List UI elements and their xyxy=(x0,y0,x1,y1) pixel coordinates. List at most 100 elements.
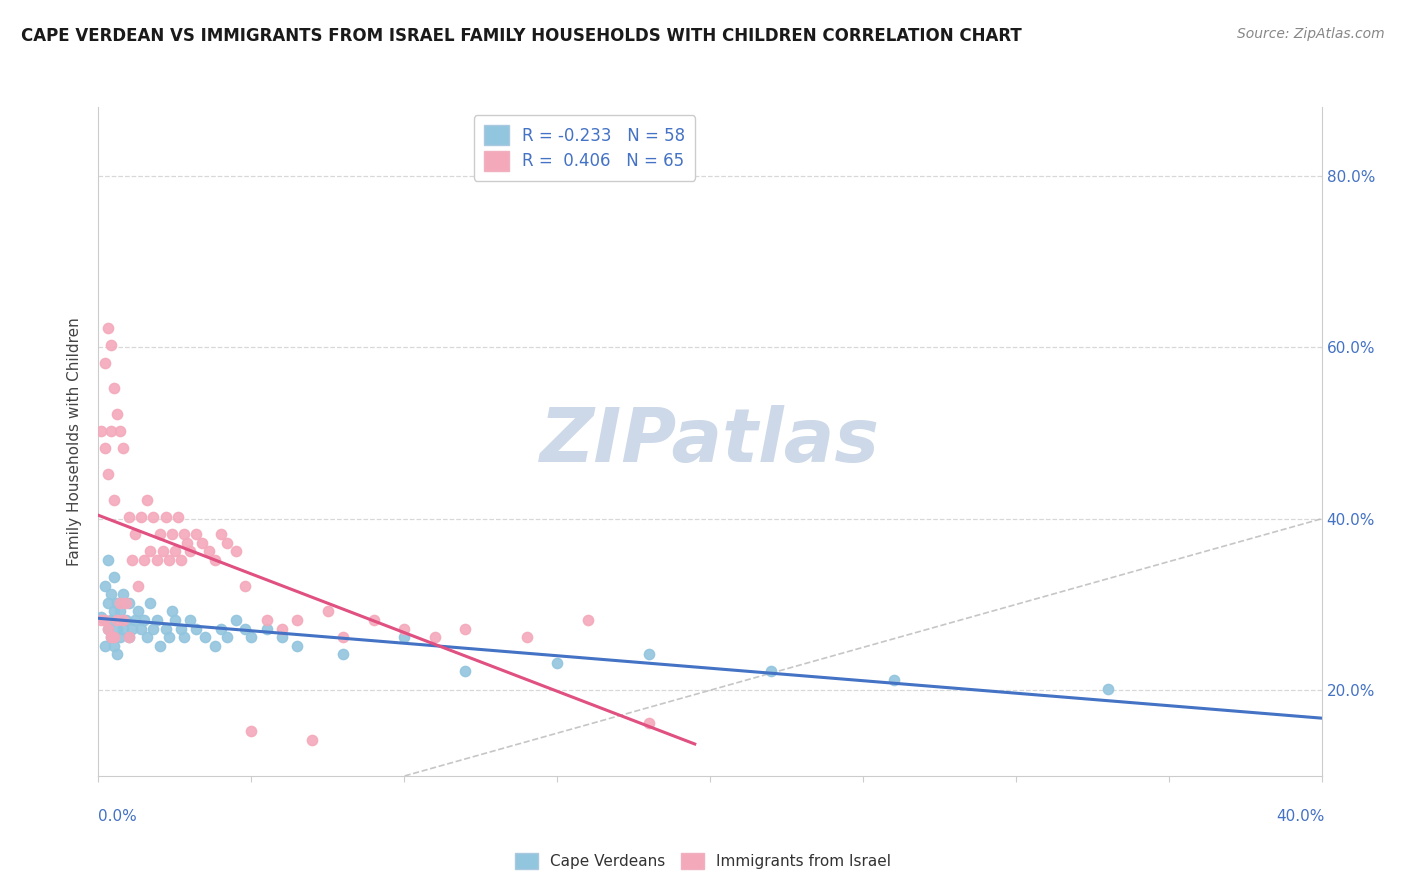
Point xyxy=(186,527,208,541)
Point xyxy=(392,630,416,644)
Point xyxy=(93,613,115,627)
Point xyxy=(209,527,232,541)
Point xyxy=(118,596,141,610)
Point xyxy=(145,553,167,567)
Point xyxy=(392,622,416,636)
Text: 40.0%: 40.0% xyxy=(1277,809,1324,823)
Point xyxy=(121,622,143,636)
Point xyxy=(186,622,208,636)
Point xyxy=(111,622,134,636)
Point xyxy=(103,381,125,395)
Point xyxy=(134,553,156,567)
Point xyxy=(225,613,247,627)
Point xyxy=(127,604,149,618)
Point xyxy=(759,665,782,679)
Point xyxy=(173,527,195,541)
Point xyxy=(105,407,128,421)
Point xyxy=(100,587,122,601)
Point xyxy=(163,613,186,627)
Point xyxy=(118,510,141,524)
Point xyxy=(127,579,149,593)
Y-axis label: Family Households with Children: Family Households with Children xyxy=(67,318,83,566)
Point xyxy=(240,630,263,644)
Point xyxy=(105,647,128,661)
Point xyxy=(105,613,128,627)
Point xyxy=(97,622,120,636)
Point xyxy=(103,630,125,644)
Point xyxy=(139,544,162,558)
Point xyxy=(152,544,174,558)
Point xyxy=(103,492,125,507)
Point xyxy=(93,356,115,370)
Point xyxy=(111,587,134,601)
Point xyxy=(576,613,599,627)
Point xyxy=(301,733,323,747)
Point xyxy=(105,622,128,636)
Point xyxy=(136,492,159,507)
Text: Source: ZipAtlas.com: Source: ZipAtlas.com xyxy=(1237,27,1385,41)
Point xyxy=(176,535,198,549)
Point xyxy=(90,610,112,624)
Point xyxy=(100,338,122,352)
Point xyxy=(97,321,120,335)
Point xyxy=(97,553,120,567)
Point xyxy=(316,604,339,618)
Point xyxy=(1097,681,1119,696)
Point xyxy=(160,604,183,618)
Point xyxy=(454,665,477,679)
Point xyxy=(115,596,138,610)
Point xyxy=(139,596,162,610)
Point xyxy=(546,656,568,670)
Point xyxy=(90,424,112,438)
Point xyxy=(93,639,115,653)
Point xyxy=(97,622,120,636)
Legend: R = -0.233   N = 58, R =  0.406   N = 65: R = -0.233 N = 58, R = 0.406 N = 65 xyxy=(474,115,695,180)
Point xyxy=(129,622,152,636)
Point xyxy=(256,622,278,636)
Point xyxy=(157,630,180,644)
Point xyxy=(100,613,122,627)
Point xyxy=(155,622,177,636)
Point xyxy=(233,622,256,636)
Point xyxy=(97,596,120,610)
Point xyxy=(149,527,172,541)
Point xyxy=(454,622,477,636)
Text: CAPE VERDEAN VS IMMIGRANTS FROM ISRAEL FAMILY HOUSEHOLDS WITH CHILDREN CORRELATI: CAPE VERDEAN VS IMMIGRANTS FROM ISRAEL F… xyxy=(21,27,1022,45)
Point xyxy=(103,570,125,584)
Point xyxy=(194,630,217,644)
Point xyxy=(142,622,165,636)
Point xyxy=(115,613,138,627)
Text: ZIPatlas: ZIPatlas xyxy=(540,405,880,478)
Point xyxy=(108,604,131,618)
Point xyxy=(167,510,190,524)
Point xyxy=(163,544,186,558)
Point xyxy=(191,535,214,549)
Point xyxy=(105,596,128,610)
Point xyxy=(516,630,538,644)
Point xyxy=(100,424,122,438)
Point xyxy=(136,630,159,644)
Point xyxy=(179,544,201,558)
Point xyxy=(209,622,232,636)
Point xyxy=(108,424,131,438)
Point xyxy=(108,596,131,610)
Point xyxy=(883,673,905,687)
Text: 0.0%: 0.0% xyxy=(98,809,138,823)
Point xyxy=(111,442,134,456)
Point xyxy=(270,622,292,636)
Point xyxy=(173,630,195,644)
Point xyxy=(332,647,354,661)
Point xyxy=(103,604,125,618)
Point xyxy=(233,579,256,593)
Point xyxy=(103,639,125,653)
Point xyxy=(134,613,156,627)
Point xyxy=(97,467,120,482)
Point xyxy=(90,613,112,627)
Point xyxy=(124,527,146,541)
Point xyxy=(129,510,152,524)
Point xyxy=(111,613,134,627)
Point xyxy=(204,553,226,567)
Point xyxy=(170,553,193,567)
Point xyxy=(240,724,263,739)
Point xyxy=(637,647,661,661)
